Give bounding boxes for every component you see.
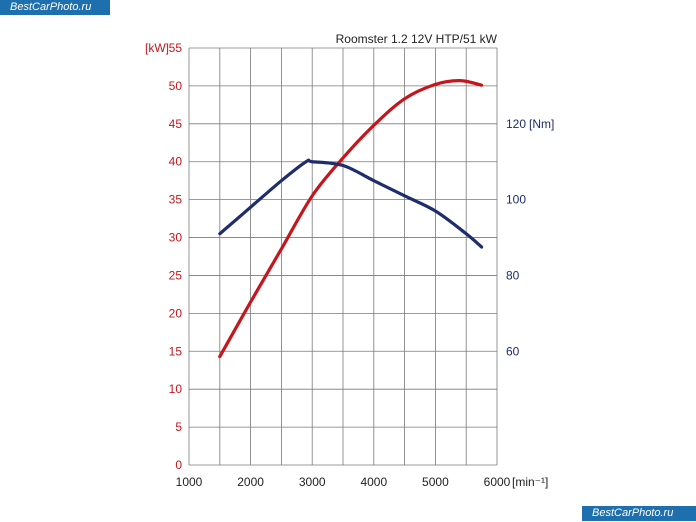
power-curve — [218, 79, 484, 359]
y-left-tick-label: 50 — [169, 79, 183, 93]
y-left-tick-label: 20 — [169, 306, 183, 320]
y-left-tick-label: 0 — [175, 458, 182, 472]
y-left-tick-label: 40 — [169, 155, 183, 169]
grid-lines — [188, 47, 498, 466]
watermark-bottom: BestCarPhoto.ru — [582, 506, 696, 521]
series-lines — [218, 79, 484, 359]
torque-curve — [218, 158, 484, 249]
y-left-tick-label: 45 — [169, 117, 183, 131]
x-tick-label: 1000 — [176, 475, 203, 489]
y-right-tick-label: 100 — [506, 193, 526, 207]
y-left-tick-label: 25 — [169, 268, 183, 282]
y-right-tick-label: 80 — [506, 268, 520, 282]
x-tick-label: 4000 — [360, 475, 387, 489]
x-tick-label: 5000 — [422, 475, 449, 489]
x-tick-label: 3000 — [299, 475, 326, 489]
x-axis-label: [min⁻¹] — [512, 475, 548, 489]
chart-labels: 0 5 10 15 20 25 30 35 40 45 50 55[kW] 60 80 100 120 [Nm]… — [145, 32, 554, 489]
x-tick-label: 6000 — [484, 475, 511, 489]
x-tick-label: 2000 — [237, 475, 264, 489]
y-left-tick-label: 5 — [175, 420, 182, 434]
y-right-axis-label: [Nm] — [529, 117, 554, 131]
y-left-axis-label: [kW] — [145, 41, 169, 55]
y-right-tick-label: 120 — [506, 117, 526, 131]
y-left-tick-label: 15 — [169, 344, 183, 358]
y-right-tick-label: 60 — [506, 344, 520, 358]
y-left-tick-label: 35 — [169, 193, 183, 207]
watermark-top: BestCarPhoto.ru — [0, 0, 110, 15]
y-left-tick-label: 55 — [169, 41, 183, 55]
y-left-tick-label: 30 — [169, 231, 183, 245]
y-left-tick-label: 10 — [169, 382, 183, 396]
chart-title: Roomster 1.2 12V HTP/51 kW — [336, 32, 498, 46]
